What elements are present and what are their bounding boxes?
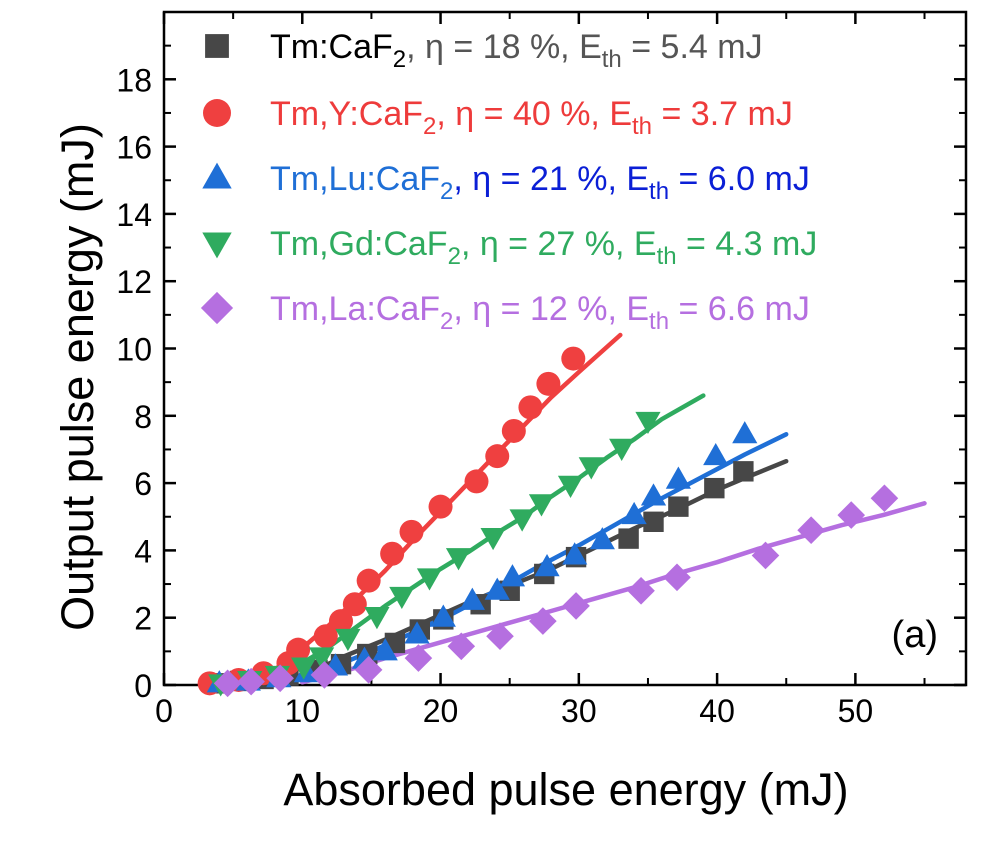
data-point-1 xyxy=(485,444,510,469)
data-point-3 xyxy=(309,647,335,670)
data-point-2 xyxy=(589,527,615,550)
data-point-3 xyxy=(291,657,317,680)
legend-marker-3 xyxy=(202,232,232,259)
y-tick-label: 10 xyxy=(116,332,152,368)
data-point-0 xyxy=(704,477,725,499)
data-point-2 xyxy=(430,604,456,627)
data-points xyxy=(197,346,899,698)
data-point-1 xyxy=(561,346,586,371)
data-point-3 xyxy=(364,607,390,630)
legend-marker-2 xyxy=(202,162,232,189)
panel-label: (a) xyxy=(892,614,938,656)
x-tick-label: 10 xyxy=(284,693,320,729)
x-tick-label: 40 xyxy=(699,693,735,729)
data-point-2 xyxy=(562,542,588,565)
data-point-1 xyxy=(428,494,453,519)
data-point-4 xyxy=(797,516,825,545)
data-point-3 xyxy=(445,548,472,571)
data-point-0 xyxy=(643,511,664,532)
data-point-0 xyxy=(733,461,754,482)
y-tick-label: 18 xyxy=(116,62,152,98)
y-tick-label: 12 xyxy=(116,264,152,300)
data-point-4 xyxy=(870,484,899,513)
data-point-2 xyxy=(621,501,647,525)
data-point-4 xyxy=(404,644,433,672)
data-point-4 xyxy=(354,656,383,684)
legend-entry-0: Tm:CaF2, η = 18 %, Eth = 5.4 mJ xyxy=(270,28,763,73)
legend-entry-4: Tm,La:CaF2, η = 12 %, Eth = 6.6 mJ xyxy=(270,290,810,335)
data-point-3 xyxy=(609,438,635,461)
data-point-3 xyxy=(635,411,661,435)
data-point-4 xyxy=(627,576,655,605)
data-point-1 xyxy=(313,624,338,649)
data-point-4 xyxy=(237,667,265,696)
data-point-0 xyxy=(618,528,639,549)
data-point-4 xyxy=(663,563,691,592)
x-tick-label: 30 xyxy=(561,693,597,729)
data-point-1 xyxy=(356,568,381,593)
y-tick-label: 0 xyxy=(134,668,152,704)
data-point-3 xyxy=(509,509,535,532)
data-point-1 xyxy=(518,395,543,420)
y-tick-label: 2 xyxy=(134,601,152,637)
data-point-2 xyxy=(372,638,398,661)
data-point-4 xyxy=(529,607,557,635)
x-tick-label: 0 xyxy=(155,693,173,729)
data-point-1 xyxy=(286,637,311,662)
data-point-0 xyxy=(668,496,689,517)
legend-marker-0 xyxy=(205,34,229,58)
data-point-3 xyxy=(335,628,361,652)
data-point-2 xyxy=(640,483,667,506)
data-point-2 xyxy=(484,577,510,600)
data-point-4 xyxy=(266,664,294,693)
legend-marker-4 xyxy=(200,291,234,325)
x-tick-label: 20 xyxy=(423,693,459,729)
data-point-2 xyxy=(404,621,430,644)
data-point-2 xyxy=(732,421,758,444)
data-point-4 xyxy=(562,592,590,620)
y-tick-label: 16 xyxy=(116,130,152,166)
data-point-1 xyxy=(536,371,561,396)
data-point-3 xyxy=(480,527,506,551)
data-point-3 xyxy=(557,475,584,498)
data-point-3 xyxy=(416,568,443,591)
legend: Tm:CaF2, η = 18 %, Eth = 5.4 mJ Tm,Y:CaF2… xyxy=(200,28,817,335)
data-point-2 xyxy=(703,442,729,466)
data-point-1 xyxy=(328,609,353,634)
y-axis-label: Output pulse energy (mJ) xyxy=(52,123,103,631)
data-point-1 xyxy=(380,541,405,566)
data-point-3 xyxy=(578,457,604,480)
y-tick-label: 4 xyxy=(134,533,152,569)
data-point-4 xyxy=(751,541,780,570)
data-point-2 xyxy=(499,564,526,587)
legend-entry-3: Tm,Gd:CaF2, η = 27 %, Eth = 4.3 mJ xyxy=(270,225,817,270)
data-point-2 xyxy=(534,554,560,577)
data-point-4 xyxy=(837,501,866,529)
data-point-4 xyxy=(213,669,242,698)
data-point-1 xyxy=(464,469,489,494)
legend-entry-1: Tm,Y:CaF2, η = 40 %, Eth = 3.7 mJ xyxy=(270,95,793,140)
data-point-1 xyxy=(501,418,526,443)
data-point-4 xyxy=(486,622,514,651)
legend-entry-2: Tm,Lu:CaF2, η = 21 %, Eth = 6.0 mJ xyxy=(270,160,810,205)
data-point-2 xyxy=(665,466,691,489)
data-point-4 xyxy=(310,661,339,689)
y-tick-label: 6 xyxy=(134,466,152,502)
legend-marker-1 xyxy=(203,99,231,127)
y-tick-label: 8 xyxy=(134,399,152,435)
data-point-3 xyxy=(389,586,415,610)
data-point-3 xyxy=(528,494,555,517)
data-point-1 xyxy=(342,592,367,617)
x-tick-label: 50 xyxy=(838,693,874,729)
x-axis-label: Absorbed pulse energy (mJ) xyxy=(283,764,848,815)
y-tick-label: 14 xyxy=(116,197,152,233)
data-point-4 xyxy=(447,632,476,661)
axes: 0 10 20 30 40 50 0 2 4 6 8 10 12 14 16 18 xyxy=(116,10,968,729)
data-point-1 xyxy=(399,519,424,544)
data-point-2 xyxy=(459,587,485,610)
